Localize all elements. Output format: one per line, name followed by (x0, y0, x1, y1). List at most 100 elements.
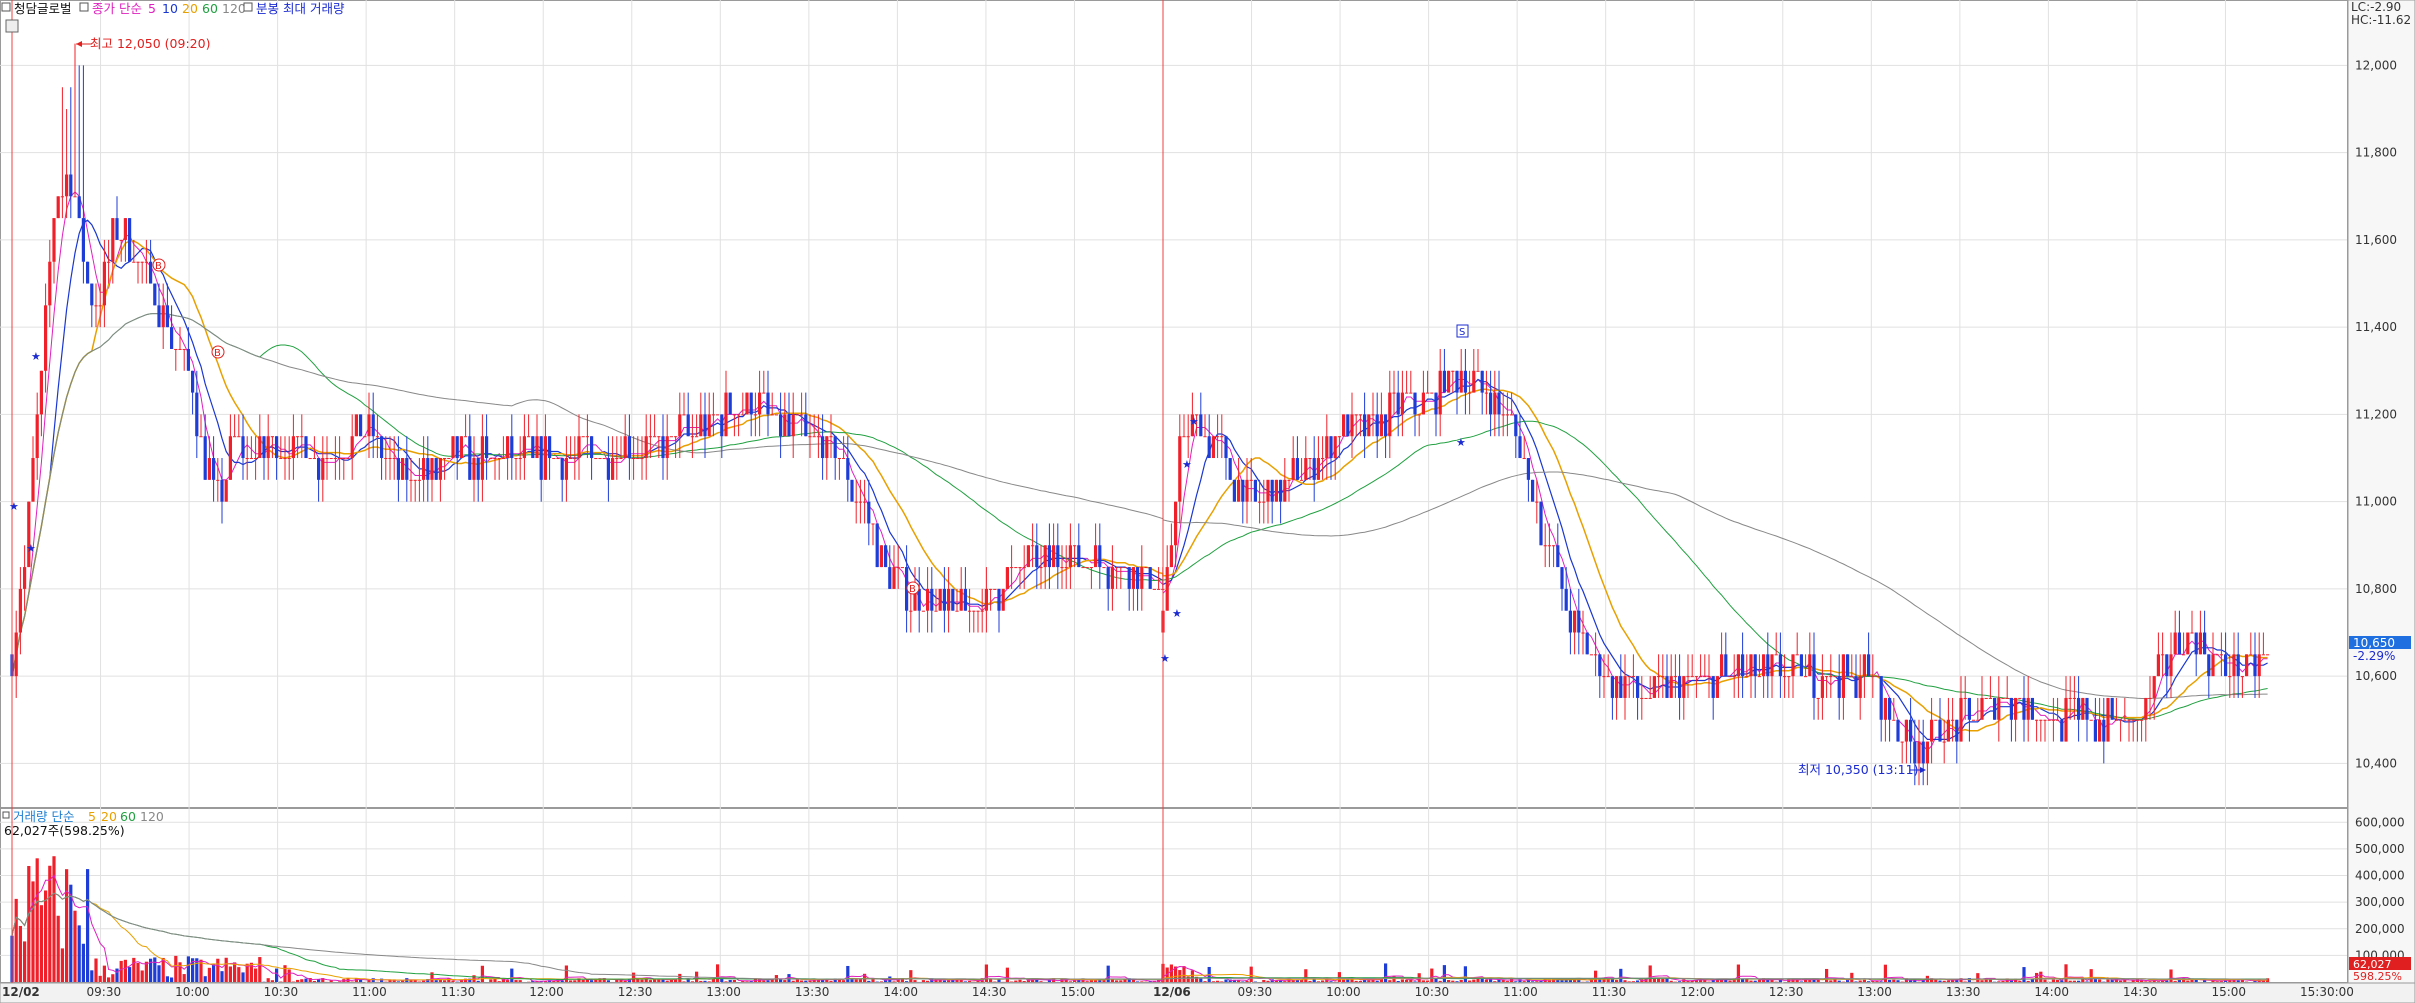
candle-body (1879, 676, 1883, 720)
candle-body (913, 588, 917, 611)
candle-body (1728, 676, 1732, 678)
volume-bar (590, 980, 594, 982)
volume-bar (199, 959, 203, 982)
candle-body (808, 436, 812, 438)
candle-body (1497, 392, 1501, 415)
volume-bar (1799, 981, 1803, 982)
candle-body (926, 588, 930, 611)
candle-body (2169, 654, 2173, 677)
volume-legend: 거래량 단순 5 20 60 120 62,027주(598.25%) (2, 809, 164, 838)
volume-bar (1413, 981, 1417, 982)
candle-body (69, 174, 73, 197)
volume-bar (111, 974, 115, 982)
volume-bar (1102, 979, 1106, 982)
volume-bar (1014, 980, 1018, 982)
volume-bar (1615, 980, 1619, 982)
volume-bar (900, 978, 904, 982)
candle-body (1329, 436, 1333, 459)
time-tick-label: 10:30 (264, 985, 299, 999)
candle-body (1631, 676, 1635, 678)
candle-body (1766, 654, 1770, 677)
time-tick-label: 13:30 (1946, 985, 1981, 999)
candle-body (1837, 676, 1841, 698)
candle-body (1505, 414, 1509, 416)
time-tick-label: 15:00 (1060, 985, 1095, 999)
candle-body (573, 458, 577, 460)
candle-body (1678, 676, 1682, 698)
volume-bar (1455, 981, 1459, 982)
candle-body (111, 218, 115, 262)
volume-bar (825, 979, 829, 982)
volume-bar (245, 963, 249, 982)
candle-body (1388, 392, 1392, 437)
volume-bar (1930, 978, 1934, 982)
candle-body (371, 414, 375, 437)
candle-body (1152, 588, 1156, 590)
axes: 10,400 10,600 10,800 11,000 11,200 11,400 11,6… (2, 58, 2405, 999)
candle-body (569, 458, 573, 460)
volume-bar (1262, 979, 1266, 982)
volume-bar (2236, 980, 2240, 982)
volume-bar (128, 967, 132, 982)
volume-bar (493, 978, 497, 982)
candle-body (2186, 632, 2190, 655)
candle-body (1795, 654, 1799, 656)
volume-bar (1552, 979, 1556, 982)
volume-bar (1829, 980, 1833, 982)
candle-body (312, 458, 316, 460)
candle-body (2043, 719, 2047, 721)
candle-body (1623, 676, 1627, 698)
x-axis-strip (0, 982, 2415, 1003)
candle-body (1715, 676, 1719, 698)
candle-body (1203, 436, 1207, 438)
candle-body (275, 436, 279, 459)
volume-bar (1602, 979, 1606, 982)
volume-bar (1711, 979, 1715, 982)
candle-body (329, 458, 333, 460)
volume-bar (699, 980, 703, 982)
candle-body (1316, 458, 1320, 480)
candle-body (354, 414, 358, 437)
volume-bar (506, 980, 510, 982)
candle-body (2001, 697, 2005, 699)
candle-body (816, 436, 820, 438)
candle-body (39, 370, 43, 415)
svg-text:★: ★ (1182, 458, 1192, 471)
candle-body (2194, 632, 2198, 655)
volume-bar (2056, 979, 2060, 982)
candle-body (1930, 719, 1934, 742)
volume-bar (254, 968, 258, 982)
time-tick-label: 13:00 (706, 985, 741, 999)
svg-text:★: ★ (1189, 415, 1199, 428)
volume-bar (1434, 978, 1438, 982)
candle-body (1283, 479, 1287, 502)
volume-bar (632, 972, 636, 982)
candle-body (2089, 719, 2093, 721)
candle-body (648, 436, 652, 438)
candle-body (1174, 501, 1178, 546)
candle-body (363, 436, 367, 438)
candle-body (1312, 458, 1316, 480)
candle-body (1657, 676, 1661, 678)
volume-bar (636, 978, 640, 982)
candle-body (955, 610, 959, 612)
settings-icon[interactable] (5, 19, 19, 33)
volume-bar (1753, 980, 1757, 982)
volume-bar (489, 979, 493, 982)
svg-text:★: ★ (1456, 436, 1466, 449)
candle-body (1762, 654, 1766, 677)
volume-bar (1942, 980, 1946, 982)
candle-body (161, 305, 165, 328)
volume-bar (1619, 968, 1623, 982)
volume-bar (23, 941, 27, 982)
candle-body (342, 458, 346, 460)
volume-tick-label: 300,000 (2355, 895, 2405, 909)
candle-body (627, 436, 631, 459)
candle-body (195, 392, 199, 437)
volume-bar (1501, 979, 1505, 982)
time-tick-label: 12:30 (1769, 985, 1804, 999)
candle-body (518, 458, 522, 460)
candle-body (1846, 654, 1850, 677)
volume-bar (1846, 979, 1850, 982)
